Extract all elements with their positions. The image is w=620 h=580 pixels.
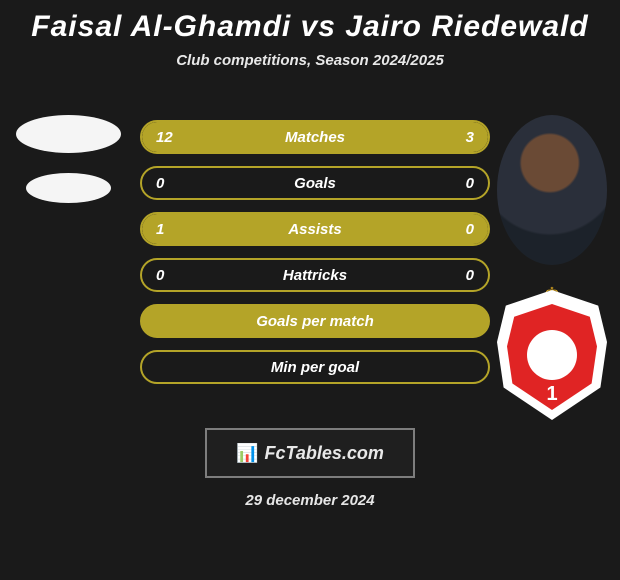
- stat-bar-assists: 1 Assists 0: [140, 212, 490, 246]
- badge-ball-icon: [527, 330, 577, 380]
- stat-value-right: 3: [466, 129, 474, 146]
- player2-club-badge: ♔ 1: [497, 290, 607, 420]
- fctables-logo[interactable]: 📊 FcTables.com: [205, 428, 415, 478]
- player1-photo-placeholder: [16, 115, 121, 153]
- bar-fill-left: [142, 122, 412, 152]
- stat-value-right: 0: [466, 175, 474, 192]
- bar-fill-right: [412, 122, 488, 152]
- stat-value-left: 12: [156, 129, 173, 146]
- stat-value-left: 0: [156, 175, 164, 192]
- stat-value-left: 0: [156, 267, 164, 284]
- header: Faisal Al-Ghamdi vs Jairo Riedewald Club…: [0, 0, 620, 69]
- player1-club-placeholder: [26, 173, 111, 203]
- stat-label: Hattricks: [283, 267, 347, 284]
- stat-value-right: 0: [466, 267, 474, 284]
- chart-icon: 📊: [236, 443, 258, 464]
- stat-bar-matches: 12 Matches 3: [140, 120, 490, 154]
- stat-bars: 12 Matches 3 0 Goals 0 1 Assists 0 0 Hattricks 0 Goa…: [140, 120, 490, 384]
- stat-bar-min-per-goal: Min per goal: [140, 350, 490, 384]
- stat-label: Goals per match: [256, 313, 374, 330]
- right-player-column: ♔ 1: [492, 115, 612, 420]
- stat-label: Goals: [294, 175, 336, 192]
- page-title: Faisal Al-Ghamdi vs Jairo Riedewald: [0, 10, 620, 44]
- generation-date: 29 december 2024: [0, 492, 620, 509]
- stat-value-right: 0: [466, 221, 474, 238]
- page-subtitle: Club competitions, Season 2024/2025: [0, 52, 620, 69]
- player2-photo: [497, 115, 607, 265]
- left-player-column: [8, 115, 128, 203]
- stat-bar-goals-per-match: Goals per match: [140, 304, 490, 338]
- badge-number: 1: [497, 383, 607, 406]
- stat-value-left: 1: [156, 221, 164, 238]
- logo-text: FcTables.com: [265, 443, 384, 464]
- stat-label: Matches: [285, 129, 345, 146]
- stat-label: Min per goal: [271, 359, 359, 376]
- stat-label: Assists: [288, 221, 341, 238]
- stat-bar-goals: 0 Goals 0: [140, 166, 490, 200]
- stat-bar-hattricks: 0 Hattricks 0: [140, 258, 490, 292]
